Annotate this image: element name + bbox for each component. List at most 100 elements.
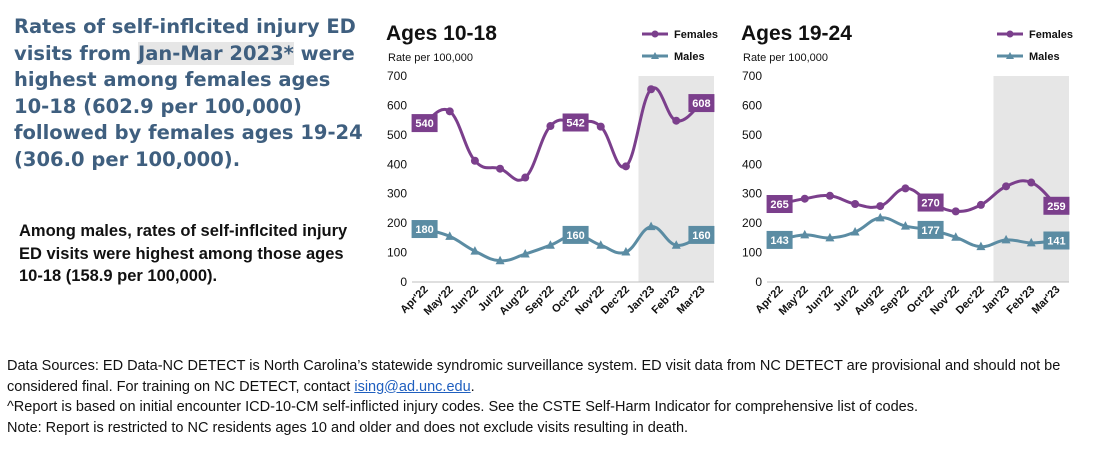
point-males [646,221,656,231]
x-tick-label: Dec'22 [954,284,987,317]
headline-highlight: Jan-Mar 2023* [138,41,294,65]
point-males [850,226,860,236]
point-males [875,212,885,222]
contact-email-link[interactable]: ising@ad.unc.edu [354,378,471,395]
data-sources-note: Data Sources: ED Data-NC DETECT is North… [7,356,1092,397]
y-axis-label: Rate per 100,000 [743,52,828,64]
restriction-note: Note: Report is restricted to NC residen… [7,419,689,436]
chart-title: Ages 19-24 [741,22,852,45]
point-males [900,221,910,230]
point-females [596,122,605,131]
point-males [825,232,835,242]
point-males [671,240,681,249]
legend-marker-females [1006,30,1014,38]
legend-label-females: Females [1029,29,1073,41]
chart-ages-19-24: Ages 19-24 Rate per 100,000 Females Males 0 1… [735,14,1080,349]
report-codes-note: ^Report is based on initial encounter IC… [7,399,919,415]
x-tick-label: Sep'22 [523,284,556,317]
data-label-box-females [1043,196,1070,215]
data-label-females: 608 [692,98,710,110]
point-females [951,207,960,216]
point-males [800,229,810,239]
point-females [800,194,809,203]
point-females [470,156,479,165]
data-label-females: 265 [770,199,788,211]
point-females [825,191,834,200]
x-tick-label: Mar'23 [675,284,708,317]
legend-marker-females [651,30,659,38]
data-label-box-males [562,225,589,244]
y-tick-label: 600 [742,98,762,112]
data-label-males: 143 [770,235,788,247]
chart-title: Ages 10-18 [386,22,497,45]
headline-text-2: were highest among females ages 10-18 (6… [14,41,363,171]
point-males [545,240,555,249]
y-tick-label: 100 [387,246,407,260]
legend-label-males: Males [674,51,705,63]
y-tick-label: 400 [387,157,407,171]
y-tick-label: 0 [755,275,762,289]
point-females [672,116,681,125]
data-label-males: 160 [692,230,710,242]
point-males [445,231,455,240]
point-females [621,162,630,171]
y-tick-label: 400 [742,157,762,171]
data-label-box-males [688,225,715,244]
data-label-box-males [766,230,793,249]
data-label-females: 270 [921,198,939,210]
data-label-box-females [766,195,793,214]
point-females [496,164,505,173]
data-label-females: 542 [566,117,584,129]
y-tick-label: 500 [387,128,407,142]
data-sources-end: . [470,378,475,395]
data-label-box-males [1043,231,1070,250]
x-tick-label: Jun'22 [448,284,481,317]
data-label-males: 180 [415,224,433,236]
x-tick-label: Sep'22 [878,284,911,317]
point-females [1002,182,1011,191]
point-males [520,249,530,258]
data-label-box-males [411,220,438,239]
headline: Rates of self-inflcited injury ED visits… [14,14,366,173]
data-label-box-males [917,220,944,239]
data-label-box-females [917,193,944,212]
legend-label-females: Females [674,29,718,41]
data-label-box-females [562,113,589,132]
point-males [470,246,480,255]
point-males [1026,237,1036,247]
data-sources-text: Data Sources: ED Data-NC DETECT is North… [7,358,1061,395]
x-tick-label: Jun'22 [803,284,836,317]
data-label-males: 177 [921,225,939,237]
data-label-box-females [411,114,438,133]
point-males [495,255,505,265]
y-tick-label: 100 [742,246,762,260]
legend-label-males: Males [1029,51,1060,63]
point-females [521,173,530,182]
y-tick-label: 300 [387,187,407,201]
chart-ages-10-18-svg: Ages 10-18 Rate per 100,000 Females Males 0 1… [386,22,718,318]
point-females [647,85,656,94]
point-females [976,200,985,209]
x-tick-label: Mar'23 [1030,284,1063,317]
point-males [976,241,986,251]
footer-notes: Data Sources: ED Data-NC DETECT is North… [7,356,1092,438]
y-tick-label: 0 [400,275,407,289]
data-label-box-females [688,94,715,113]
point-females [546,122,555,131]
y-tick-label: 200 [742,216,762,230]
point-males [596,240,606,249]
point-females [851,200,860,209]
data-label-females: 540 [415,118,433,130]
legend-marker-males [651,52,659,59]
data-label-males: 141 [1047,236,1065,248]
point-females [445,107,454,116]
chart-ages-19-24-svg: Ages 19-24 Rate per 100,000 Females Males 0 1… [741,22,1073,318]
point-males [1001,234,1011,244]
point-females [901,184,910,193]
point-females [1027,178,1036,187]
point-males [621,246,631,256]
y-tick-label: 700 [387,69,407,83]
y-tick-label: 500 [742,128,762,142]
y-tick-label: 600 [387,98,407,112]
x-tick-label: Dec'22 [599,284,632,317]
